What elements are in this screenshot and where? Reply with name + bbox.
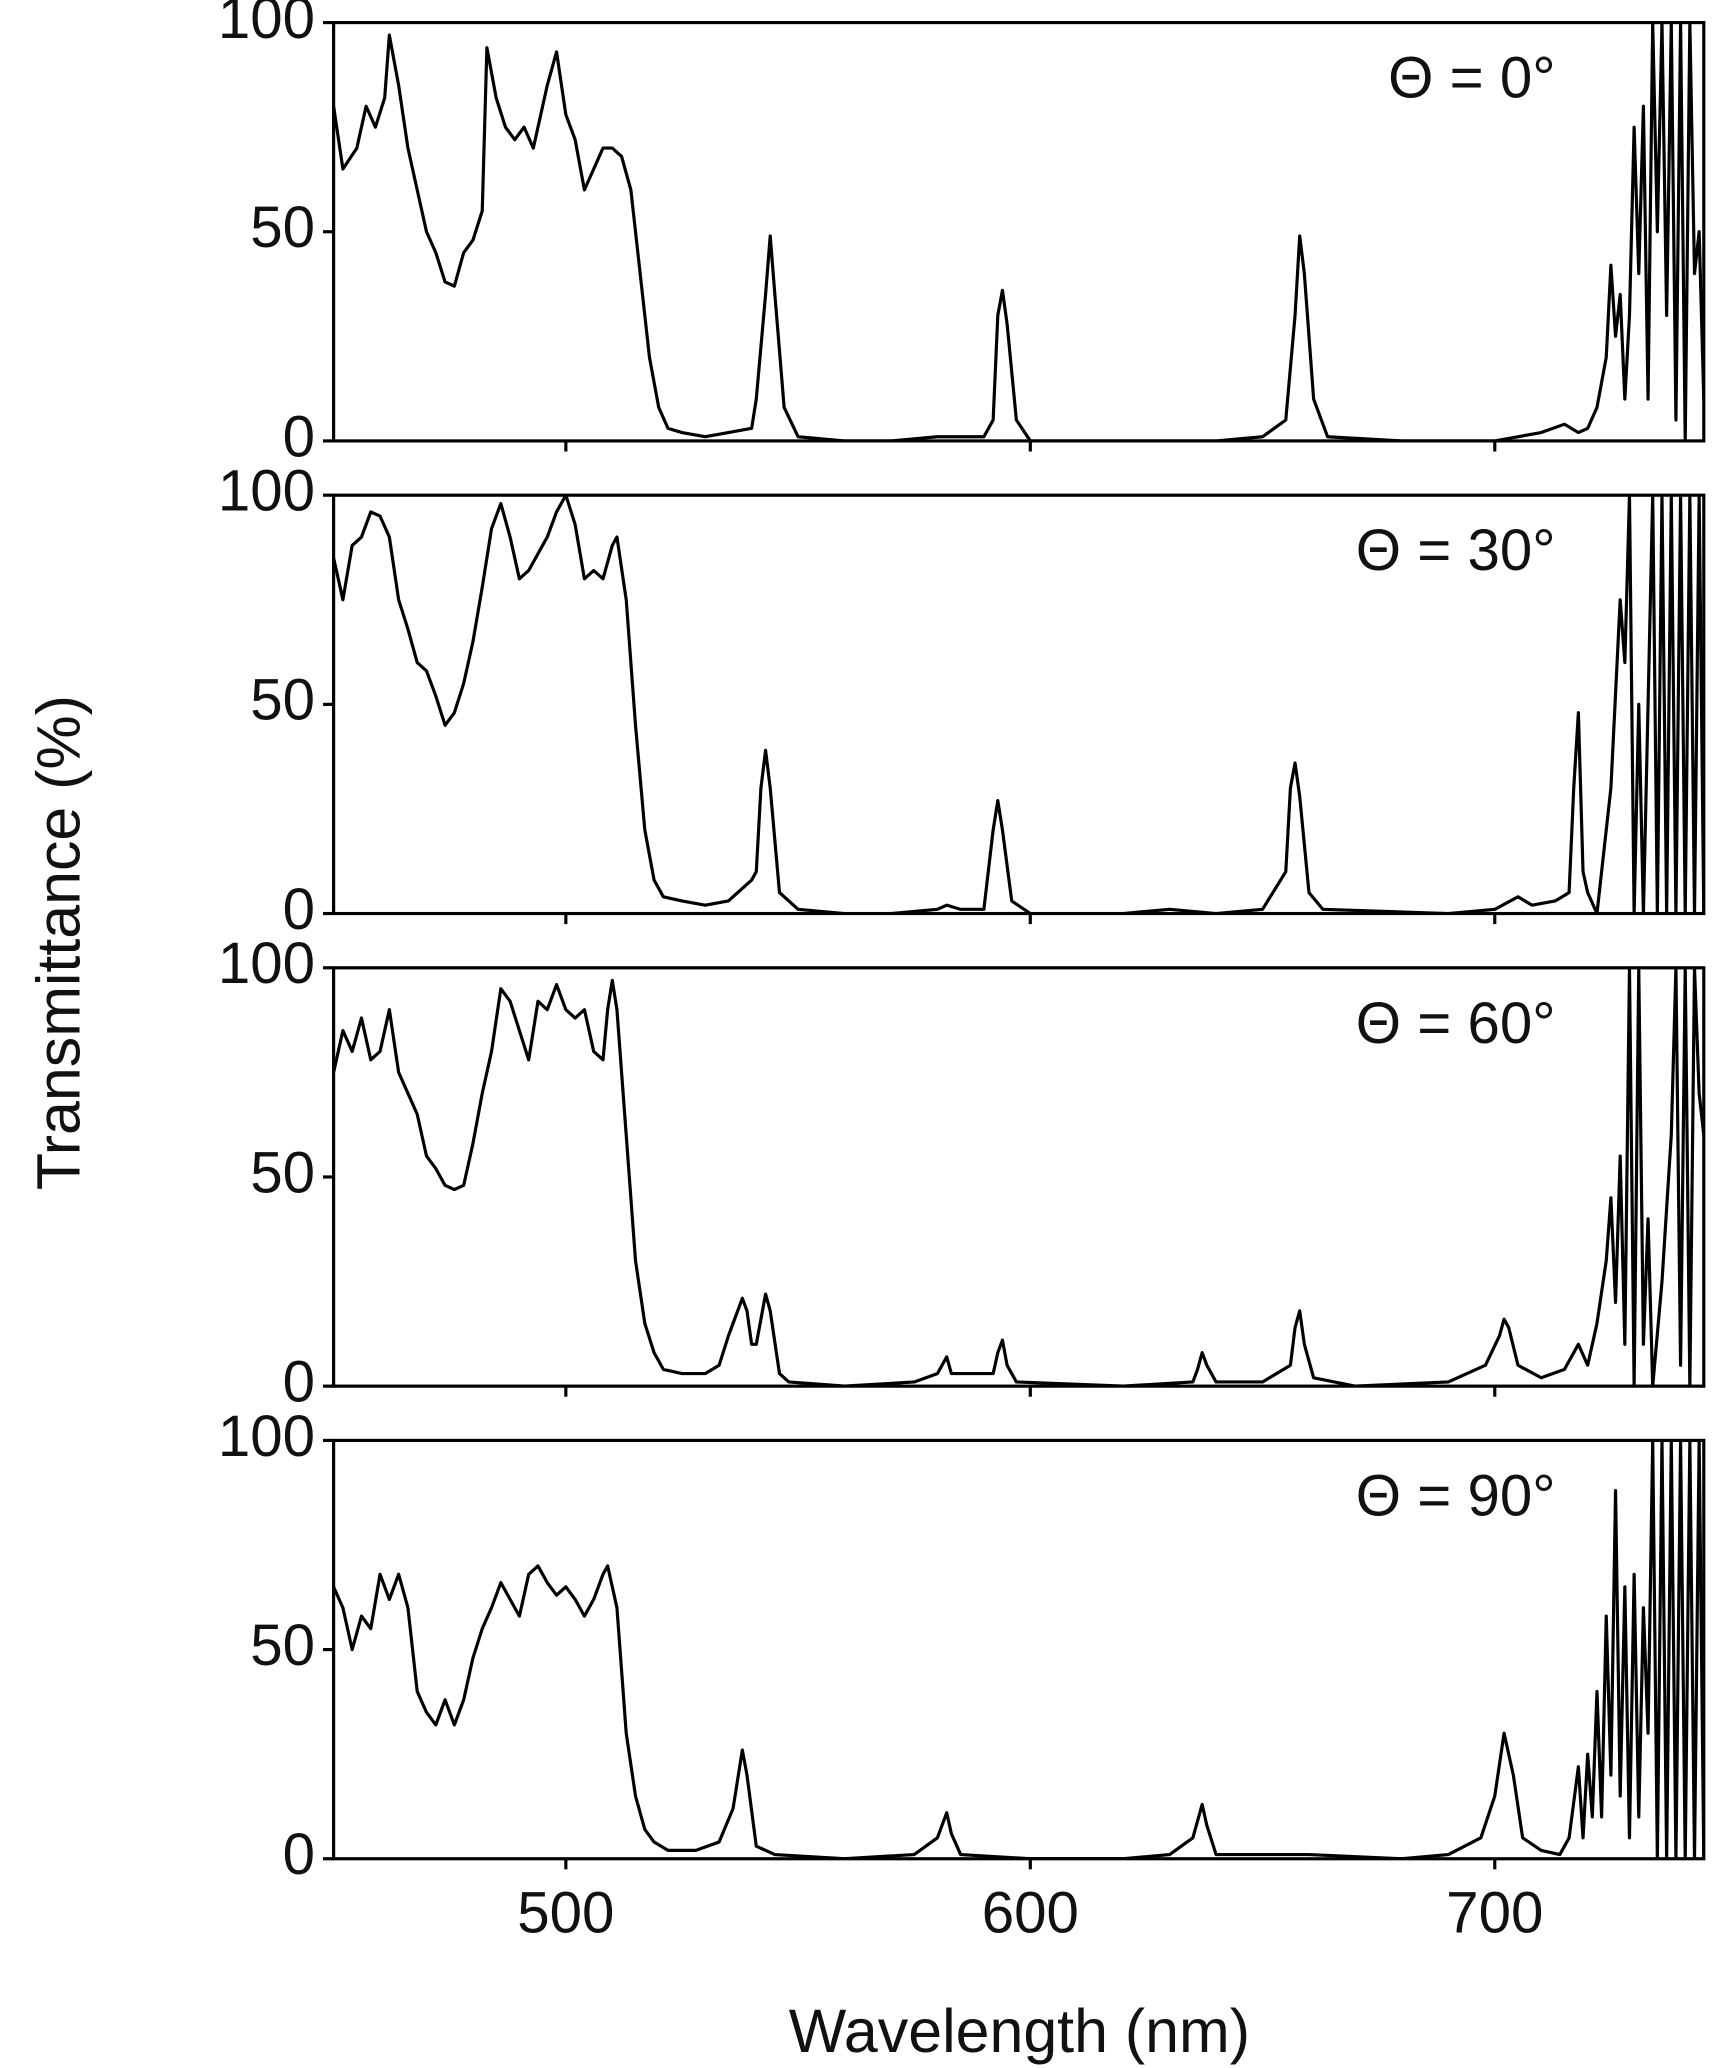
panel-annotation: Θ = 30° bbox=[1356, 518, 1556, 583]
panel-annotation: Θ = 90° bbox=[1356, 1463, 1556, 1528]
y-tick-label: 100 bbox=[218, 1404, 315, 1469]
panel-annotation: Θ = 0° bbox=[1388, 46, 1555, 111]
y-tick-label: 100 bbox=[218, 0, 315, 51]
spectrum-line bbox=[333, 967, 1704, 1387]
x-tick-label: 600 bbox=[982, 1880, 1079, 1945]
y-tick-label: 0 bbox=[283, 404, 315, 469]
y-tick-label: 50 bbox=[250, 1613, 315, 1678]
spectrum-line bbox=[333, 495, 1704, 914]
panel-annotation: Θ = 60° bbox=[1356, 991, 1556, 1056]
spectrum-line bbox=[333, 1440, 1704, 1859]
y-tick-label: 100 bbox=[218, 459, 315, 524]
y-axis-label: Transmittance (%) bbox=[25, 695, 93, 1190]
spectrum-line bbox=[333, 22, 1704, 441]
y-tick-label: 0 bbox=[283, 1350, 315, 1415]
y-tick-label: 100 bbox=[218, 931, 315, 996]
y-tick-label: 50 bbox=[250, 1140, 315, 1205]
y-tick-label: 0 bbox=[283, 877, 315, 942]
x-tick-label: 700 bbox=[1446, 1880, 1543, 1945]
y-tick-label: 50 bbox=[250, 195, 315, 260]
x-tick-label: 500 bbox=[517, 1880, 614, 1945]
y-tick-label: 0 bbox=[283, 1822, 315, 1887]
y-tick-label: 50 bbox=[250, 668, 315, 733]
x-axis-label: Wavelength (nm) bbox=[789, 1997, 1250, 2065]
